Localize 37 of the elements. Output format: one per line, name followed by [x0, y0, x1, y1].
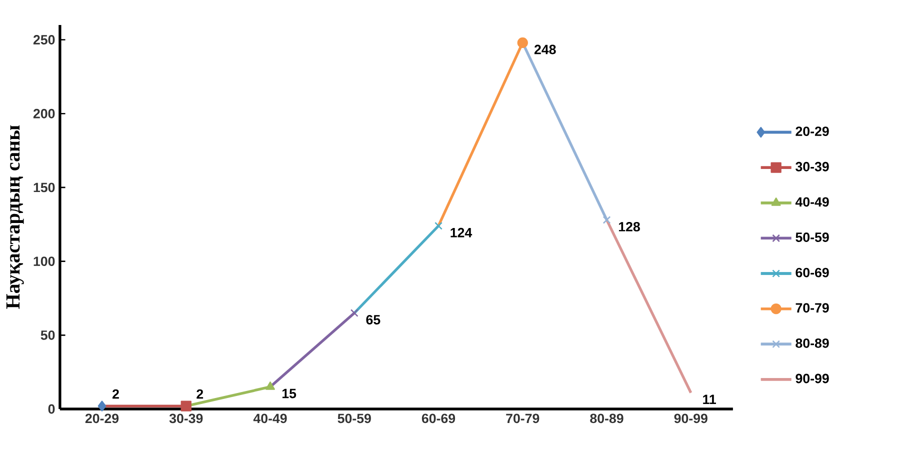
data-label: 15	[282, 388, 296, 398]
data-label: 248	[534, 44, 556, 54]
y-tick-label: 50	[40, 330, 55, 340]
data-label: 11	[703, 394, 716, 404]
y-axis-title: Науқастардың саны	[6, 125, 24, 309]
data-label: 2	[112, 389, 119, 399]
legend-label: 60-69	[796, 268, 829, 278]
x-tick-label: 80-89	[590, 414, 624, 424]
x-tick-label: 60-69	[422, 414, 456, 424]
y-tick-label: 100	[34, 256, 55, 266]
x-tick-label: 40-49	[253, 414, 287, 424]
data-label: 128	[618, 222, 640, 232]
data-label: 124	[450, 228, 472, 238]
legend-label: 80-89	[796, 338, 829, 348]
point	[98, 400, 106, 412]
y-tick-label: 0	[48, 404, 55, 414]
legend-label: 70-79	[796, 303, 829, 313]
legend-label: 30-39	[796, 162, 829, 172]
point	[434, 222, 442, 230]
y-tick-label: 250	[33, 35, 55, 44]
y-tick-label: 150	[34, 182, 55, 192]
legend-label: 20-29	[796, 126, 829, 136]
y-tick-label: 200	[33, 108, 55, 118]
point	[517, 37, 528, 48]
data-label: 65	[366, 315, 380, 324]
x-tick-label: 30-39	[169, 414, 203, 424]
legend-label: 50-59	[796, 232, 829, 242]
x-tick-label: 90-99	[674, 414, 708, 424]
point	[602, 216, 611, 224]
x-tick-label: 50-59	[338, 414, 371, 424]
data-label: 2	[196, 389, 204, 399]
legend-label: 40-49	[795, 197, 829, 207]
point	[350, 309, 358, 317]
x-tick-label: 70-79	[506, 414, 540, 424]
point	[180, 400, 192, 412]
legend-label: 90-99	[796, 374, 829, 384]
x-tick-label: 20-29	[85, 414, 119, 424]
